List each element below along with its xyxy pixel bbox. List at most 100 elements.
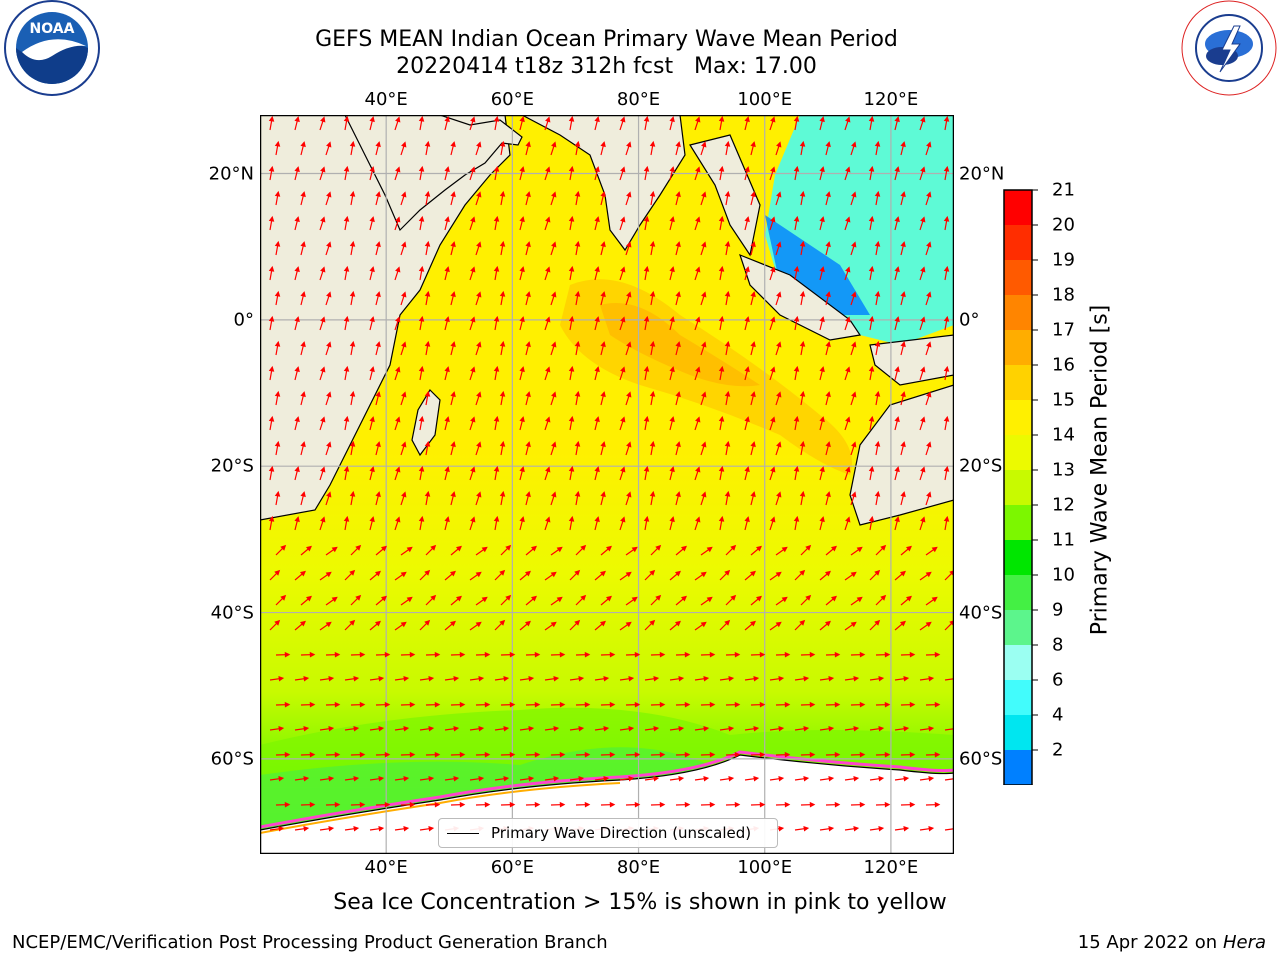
wave-arrow-head	[695, 416, 701, 423]
wave-arrow-head	[709, 701, 716, 708]
title-line-2: 20220414 t18z 312h fcst Max: 17.00	[396, 54, 817, 79]
wave-arrow-head	[899, 570, 906, 577]
colorbar-tick-label: 15	[1052, 389, 1075, 411]
wave-arrow-head	[409, 651, 416, 658]
wave-arrow-head	[874, 440, 881, 447]
wave-arrow-head	[568, 515, 575, 522]
wave-arrow-head	[326, 491, 332, 498]
wave-arrow-head	[278, 776, 285, 782]
wave-arrow-head	[828, 776, 835, 782]
wave-arrow-head	[401, 241, 407, 248]
wave-arrow-head	[594, 416, 600, 423]
wave-arrow-head	[584, 651, 591, 658]
lon-tick-label: 100°E	[737, 89, 793, 110]
wave-arrow-head	[395, 116, 401, 123]
wave-arrow-head	[845, 516, 851, 523]
colorbar-band	[1004, 750, 1032, 785]
wave-arrow-head	[459, 651, 466, 658]
wave-arrow-head	[284, 701, 291, 708]
wave-arrow-head	[478, 726, 485, 732]
wave-arrow-head	[509, 801, 516, 808]
wave-arrow-head	[859, 651, 866, 658]
wave-arrow-head	[701, 391, 707, 398]
wave-arrow-head	[609, 751, 616, 758]
wave-arrow-head	[320, 466, 326, 473]
wave-arrow-head	[628, 676, 635, 682]
wave-arrow-head	[928, 776, 935, 782]
wave-arrow-head	[578, 776, 585, 782]
wave-arrow-head	[375, 141, 381, 148]
wave-arrow-head	[328, 726, 335, 732]
colorbar-tick-label: 16	[1052, 354, 1075, 376]
wave-arrow-head	[450, 291, 456, 298]
wave-arrow-head	[499, 440, 506, 447]
wave-arrow-head	[653, 776, 660, 782]
wave-arrow-head	[280, 594, 287, 601]
wave-arrow-head	[695, 116, 701, 123]
lat-tick-label: 0°	[959, 309, 980, 331]
colorbar-band	[1004, 225, 1032, 260]
wave-arrow-head	[770, 116, 776, 123]
wave-arrow-head	[718, 315, 725, 322]
wave-arrow-head	[620, 366, 626, 373]
wave-arrow-head	[659, 701, 666, 708]
wave-arrow-head	[528, 776, 535, 782]
wave-arrow-head	[868, 465, 875, 472]
wave-arrow-head	[424, 240, 431, 247]
wave-arrow-head	[334, 751, 341, 758]
wave-arrow-head	[453, 726, 460, 732]
wave-arrow-head	[459, 801, 466, 808]
wave-arrow-head	[793, 415, 800, 422]
wave-arrow-head	[320, 266, 326, 273]
wave-arrow-head	[600, 241, 606, 248]
wave-arrow-head	[359, 651, 366, 658]
wave-arrow-head	[695, 466, 701, 473]
wave-arrow-head	[703, 776, 710, 782]
wave-arrow-head	[300, 341, 306, 348]
colorbar-tick-label: 20	[1052, 214, 1075, 236]
footer-date-text: 15 Apr 2022 on	[1077, 932, 1223, 953]
wave-arrow-head	[551, 441, 557, 448]
wave-arrow-head	[599, 620, 606, 627]
wave-arrow-head	[380, 595, 387, 602]
colorbar-tick-label: 10	[1052, 564, 1075, 586]
wave-arrow-head	[369, 166, 375, 173]
wave-arrow-head	[920, 166, 926, 173]
wave-arrow-head	[744, 466, 750, 473]
wave-arrow-head	[793, 515, 800, 522]
wave-arrow-head	[320, 516, 326, 523]
wave-arrow-head	[424, 290, 431, 297]
wave-arrow-head	[669, 366, 675, 373]
wave-arrow-head	[851, 241, 857, 248]
wave-arrow-head	[349, 619, 356, 626]
wave-arrow-head	[509, 651, 516, 658]
wave-arrow-head	[851, 391, 857, 398]
colorbar-tick-label: 18	[1052, 284, 1075, 306]
nws-logo	[1181, 0, 1277, 96]
lat-tick-label: 20°N	[959, 163, 1005, 185]
wave-arrow-head	[643, 415, 650, 422]
wave-arrow-head	[909, 801, 916, 808]
wave-arrow-head	[626, 191, 632, 198]
wave-arrow-head	[819, 516, 825, 523]
wave-arrow-head	[375, 241, 381, 248]
wave-arrow-head	[300, 441, 306, 448]
wave-arrow-head	[268, 415, 275, 422]
colorbar-band	[1004, 680, 1032, 715]
wave-arrow-head	[450, 491, 456, 498]
wave-arrow-head	[684, 751, 691, 758]
wave-arrow-head	[701, 141, 707, 148]
wave-arrow-head	[728, 676, 735, 682]
wave-arrow-head	[550, 571, 557, 578]
wave-arrow-head	[809, 701, 816, 708]
wave-arrow-head	[626, 391, 632, 398]
wave-arrow-head	[449, 620, 456, 627]
wave-arrow-head	[931, 596, 938, 603]
wave-arrow-head	[353, 826, 360, 832]
wave-arrow-head	[900, 391, 906, 398]
wave-arrow-head	[406, 546, 413, 553]
wave-arrow-head	[326, 341, 332, 348]
lon-tick-label: 40°E	[364, 857, 408, 878]
wave-arrow-head	[744, 366, 750, 373]
wave-arrow-head	[653, 726, 660, 732]
